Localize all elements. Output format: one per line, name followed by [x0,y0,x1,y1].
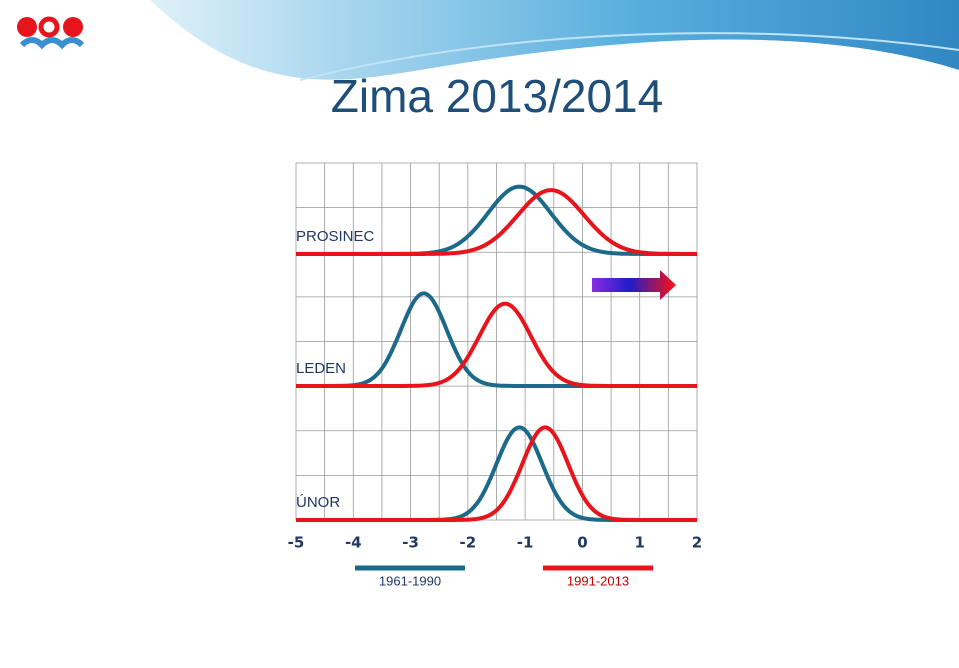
panel-label: ÚNOR [296,494,340,511]
density-curve [295,425,698,522]
x-tick-label: -5 [288,534,305,552]
x-tick-label: -4 [345,534,362,552]
legend-label: 1991-2013 [567,573,629,588]
density-curve [295,301,698,388]
density-curve [295,188,698,256]
logo [17,16,85,50]
x-tick-label: -1 [517,534,534,552]
chart-title: Zima 2013/2014 [331,70,663,122]
x-tick-label: -2 [460,534,477,552]
legend-label: 1961-1990 [379,573,441,588]
shift-arrow [592,270,676,300]
panel-label: PROSINEC [296,228,375,245]
x-tick-label: 2 [692,534,702,552]
panel-label: LEDEN [296,360,346,377]
x-tick-label: -3 [402,534,419,552]
plot: -5 -4 -3 -2 -1 0 1 2 PROSINEC LEDEN ÚNOR [288,162,702,552]
x-tick-label: 1 [634,534,644,552]
x-tick-label: 0 [577,534,587,552]
header-wave-line [299,32,959,81]
